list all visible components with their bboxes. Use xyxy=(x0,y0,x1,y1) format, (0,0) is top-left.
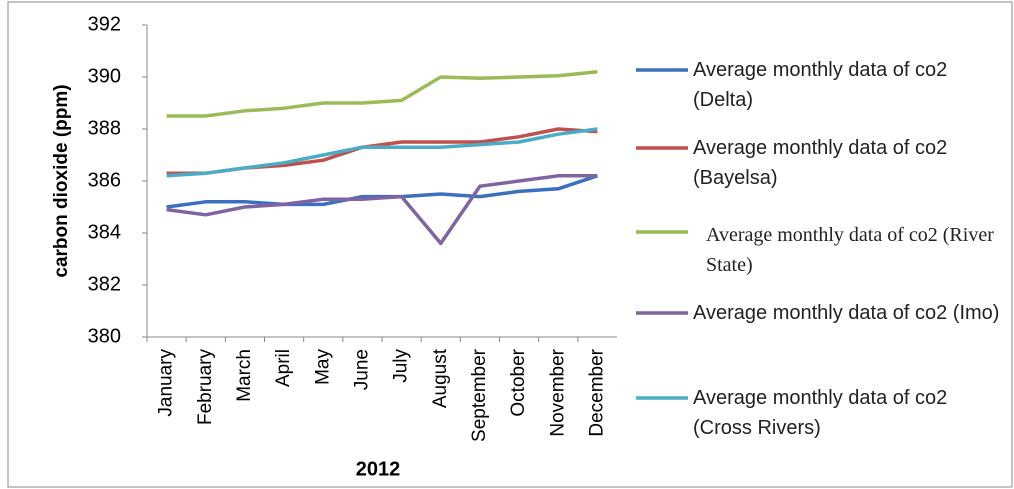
x-tick-label: October xyxy=(508,348,529,416)
y-axis-label: carbon dioxide (ppm) xyxy=(51,84,72,277)
y-tick-label: 392 xyxy=(88,13,121,35)
x-tick-label: December xyxy=(586,348,607,436)
y-tick-label: 390 xyxy=(88,65,121,87)
x-tick-label: May xyxy=(312,349,333,385)
y-tick-label: 388 xyxy=(88,117,121,139)
x-tick-label: March xyxy=(234,349,255,402)
x-tick-label: July xyxy=(391,349,412,383)
y-tick-label: 382 xyxy=(88,273,121,295)
x-tick-label: August xyxy=(430,348,451,408)
legend-entry: Average monthly data of co2 (River State… xyxy=(706,224,994,276)
legend-entry: Average monthly data of co2 (Imo) xyxy=(693,302,1000,324)
x-tick-label: January xyxy=(156,349,177,417)
legend-entry: Average monthly data of co2 (Delta) xyxy=(693,59,948,111)
y-tick-label: 384 xyxy=(88,221,121,243)
series-line xyxy=(166,127,598,178)
x-tick-label: April xyxy=(273,349,294,387)
x-tick-label: September xyxy=(469,348,490,442)
x-tick-label: November xyxy=(547,348,568,436)
y-tick-label: 380 xyxy=(88,325,121,347)
x-axis-label: 2012 xyxy=(356,458,401,480)
frame xyxy=(7,1,1013,488)
legend-entry: Average monthly data of co2 (Cross River… xyxy=(693,387,948,439)
legend-entry: Average monthly data of co2 (Bayelsa) xyxy=(693,137,948,189)
series-line xyxy=(166,70,598,118)
y-tick-label: 386 xyxy=(88,169,121,191)
x-tick-label: June xyxy=(351,349,372,390)
series-line xyxy=(166,174,598,246)
series-line xyxy=(166,127,598,175)
x-tick-label: February xyxy=(195,349,216,426)
